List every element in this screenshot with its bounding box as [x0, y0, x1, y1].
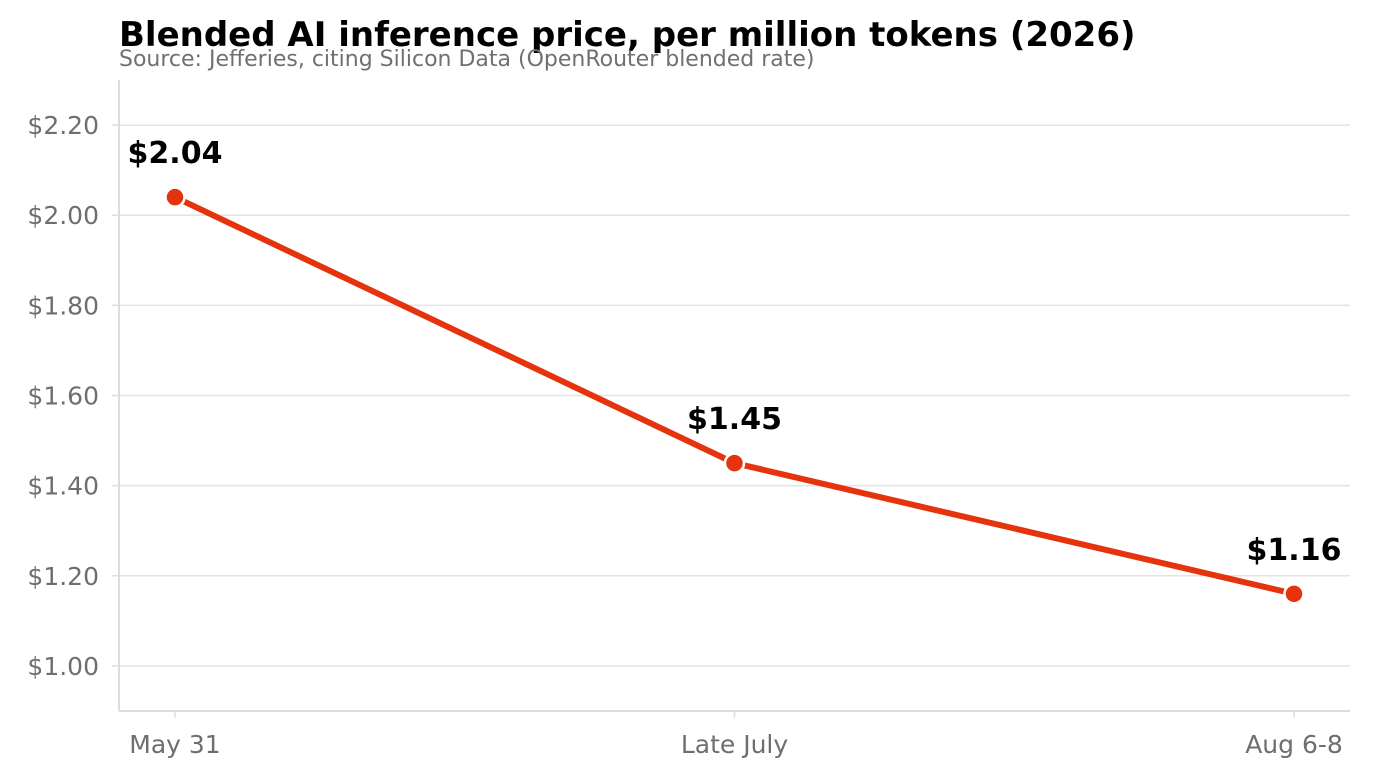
- x-tick-label: Aug 6-8: [1245, 730, 1343, 759]
- axes: [112, 80, 1350, 718]
- gridlines: [119, 124, 1350, 667]
- data-point: [723, 452, 746, 474]
- data-label: $2.04: [128, 136, 223, 171]
- chart-subtitle: Source: Jefferies, citing Silicon Data (…: [119, 47, 815, 72]
- y-tick-label: $2.00: [27, 201, 99, 230]
- data-point: [1283, 583, 1305, 605]
- x-tick-label: May 31: [129, 730, 220, 759]
- series-price: [164, 186, 1305, 605]
- y-tick-labels: $1.00 $1.20 $1.40 $1.60 $1.80 $2.00 $2.20: [27, 111, 99, 681]
- chart-title: Blended AI inference price, per million …: [119, 15, 1136, 55]
- data-label: $1.16: [1247, 533, 1342, 568]
- data-label: $1.45: [687, 402, 782, 437]
- y-tick-label: $1.80: [27, 291, 99, 320]
- data-point: [164, 186, 186, 208]
- y-tick-label: $2.20: [27, 111, 99, 140]
- x-tick-labels: May 31 Late July Aug 6-8: [129, 730, 1343, 759]
- x-tick-label: Late July: [681, 730, 789, 759]
- y-tick-label: $1.60: [27, 382, 99, 411]
- data-labels: $2.04 $1.45 $1.16: [128, 136, 1342, 568]
- y-tick-label: $1.40: [27, 472, 99, 501]
- y-tick-label: $1.00: [27, 652, 99, 681]
- y-tick-label: $1.20: [27, 562, 99, 591]
